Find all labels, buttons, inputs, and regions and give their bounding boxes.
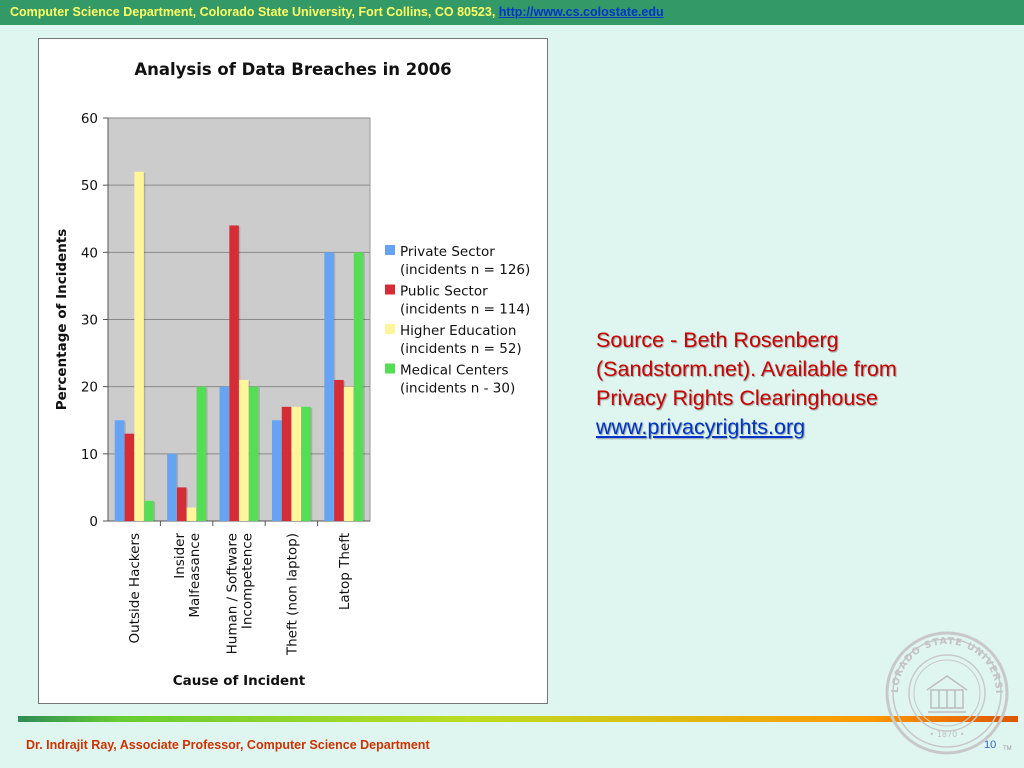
bar <box>324 252 334 522</box>
source-link[interactable]: www.privacyrights.org <box>596 415 806 439</box>
header-link[interactable]: http://www.cs.colostate.edu <box>498 5 664 19</box>
y-tick-label: 20 <box>81 380 98 396</box>
svg-text:• 1870 •: • 1870 • <box>930 730 965 739</box>
legend-note: (incidents n = 52) <box>400 341 522 357</box>
footer-author: Dr. Indrajit Ray, Associate Professor, C… <box>26 738 430 752</box>
trademark: TM <box>1003 746 1012 752</box>
legend-label: Medical Centers <box>400 363 508 379</box>
legend-label: Public Sector <box>400 284 488 300</box>
bar <box>219 386 230 521</box>
bar <box>144 500 154 521</box>
chart-title: Analysis of Data Breaches in 2006 <box>134 60 451 79</box>
legend-note: (incidents n - 30) <box>400 381 515 397</box>
source-line-3: Privacy Rights Clearinghouse <box>596 386 879 410</box>
bar <box>353 252 364 522</box>
legend-note: (incidents n = 126) <box>400 262 530 278</box>
bar <box>271 420 282 521</box>
legend-swatch <box>385 245 395 255</box>
bar <box>281 406 292 521</box>
breach-chart: Analysis of Data Breaches in 2006 0 10 20 30… <box>54 60 530 689</box>
legend-swatch <box>385 284 395 295</box>
source-note: Source - Beth Rosenberg (Sandstorm.net).… <box>596 326 976 442</box>
y-axis-label: Percentage of Incidents <box>54 229 70 411</box>
legend-note: (incidents n = 114) <box>400 302 530 318</box>
source-line-2: (Sandstorm.net). Available from <box>596 357 897 381</box>
page-number: 10 <box>984 739 997 751</box>
bar <box>291 406 302 521</box>
source-line-1: Source - Beth Rosenberg <box>596 328 839 352</box>
bar <box>186 507 197 521</box>
y-tick-label: 50 <box>81 178 98 194</box>
y-tick-label: 10 <box>81 447 98 463</box>
header-bar: Computer Science Department, Colorado St… <box>0 0 1024 25</box>
x-tick-label: Malfeasance <box>187 533 203 618</box>
y-tick-label: 0 <box>89 514 98 530</box>
legend-label: Private Sector <box>400 244 495 260</box>
bar <box>114 420 125 521</box>
university-seal-icon: COLORADO STATE UNIVERSITY • 1870 • <box>884 630 1009 755</box>
y-tick-label: 30 <box>81 313 98 329</box>
bar <box>301 406 311 521</box>
bar <box>124 433 135 521</box>
legend-swatch <box>385 324 395 334</box>
bar <box>176 487 187 521</box>
bar <box>343 386 354 521</box>
x-tick-label: Outside Hackers <box>127 533 143 644</box>
x-axis-label: Cause of Incident <box>173 673 306 689</box>
x-tick-label: Human / Software <box>225 533 241 654</box>
chart-frame: Analysis of Data Breaches in 2006 0 10 20 30… <box>38 38 548 704</box>
bar <box>167 453 177 521</box>
legend-swatch <box>385 363 395 374</box>
svg-text:COLORADO STATE UNIVERSITY: COLORADO STATE UNIVERSITY <box>884 630 1004 695</box>
legend-label: Higher Education <box>400 323 516 339</box>
x-tick-label: Theft (non laptop) <box>284 533 300 656</box>
bar <box>229 225 239 521</box>
x-tick-label: Latop Theft <box>337 533 353 610</box>
bar <box>239 379 249 521</box>
header-text: Computer Science Department, Colorado St… <box>10 5 496 19</box>
x-tick-label: Insider <box>172 533 188 579</box>
bar <box>134 171 144 521</box>
y-tick-label: 60 <box>81 111 98 127</box>
bar <box>196 386 207 521</box>
bar <box>248 386 259 521</box>
x-tick-label: Incompetence <box>240 533 256 629</box>
y-tick-label: 40 <box>81 245 98 261</box>
bar <box>334 379 344 521</box>
footer-divider <box>18 716 1018 722</box>
